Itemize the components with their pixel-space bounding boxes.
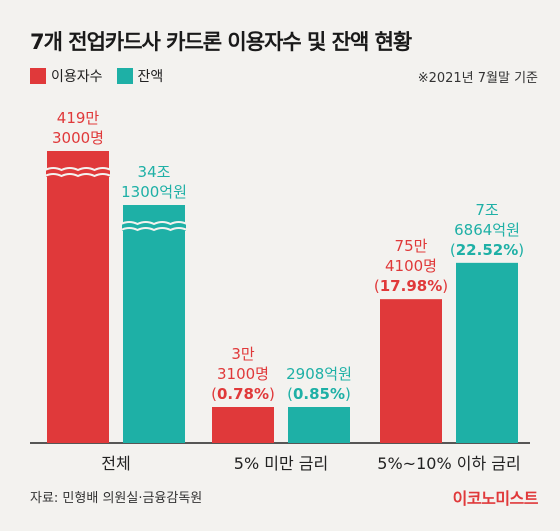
legend-swatch-balance: [116, 68, 133, 84]
chart-title: 7개 전업카드사 카드론 이용자수 및 잔액 현황: [30, 30, 412, 54]
axis-break-band: [122, 223, 186, 231]
legend-label-balance: 잔액: [137, 69, 164, 85]
data-label: 3100명: [217, 365, 269, 383]
data-label: 1300억원: [121, 183, 187, 201]
data-label: 34조: [138, 163, 171, 181]
data-label: (22.52%): [450, 241, 524, 259]
bar-balance-0: [123, 205, 185, 443]
axis-break-line: [120, 221, 188, 226]
legend-item-balance: 잔액: [116, 66, 164, 86]
legend-swatch-users: [30, 68, 46, 84]
bar-users-0: [47, 151, 109, 443]
bar-balance-1: [288, 407, 350, 443]
category-label: 5%~10% 이하 금리: [377, 454, 520, 473]
data-label: 2908억원: [286, 365, 352, 383]
data-label: 75만: [395, 237, 428, 255]
data-label: (17.98%): [374, 277, 448, 295]
data-label: 419만: [57, 109, 100, 127]
data-label: 6864억원: [454, 221, 520, 239]
brand-logo: 이코노미스트: [452, 489, 539, 508]
data-label: 4100명: [385, 257, 437, 275]
legend-label-users: 이용자수: [51, 69, 103, 85]
axis-break-line: [44, 173, 112, 178]
data-label: 3만: [231, 345, 255, 363]
category-label: 5% 미만 금리: [234, 454, 328, 473]
data-label: 3000명: [52, 129, 104, 147]
axis-break-line: [120, 227, 188, 232]
bar-balance-2: [456, 262, 518, 443]
axis-break-line: [44, 167, 112, 172]
bar-users-1: [212, 407, 274, 443]
bar-users-2: [380, 299, 442, 443]
data-label: (0.78%): [211, 385, 275, 403]
source-note: 자료: 민형배 의원실·금융감독원: [30, 491, 203, 506]
data-label: 7조: [475, 201, 499, 219]
data-label: (0.85%): [287, 385, 351, 403]
legend-item-users: 이용자수: [30, 66, 103, 86]
legend: 이용자수 잔액: [30, 66, 177, 86]
category-label: 전체: [101, 454, 130, 473]
axis-break-band: [46, 169, 110, 177]
date-note: ※2021년 7월말 기준: [417, 71, 538, 86]
